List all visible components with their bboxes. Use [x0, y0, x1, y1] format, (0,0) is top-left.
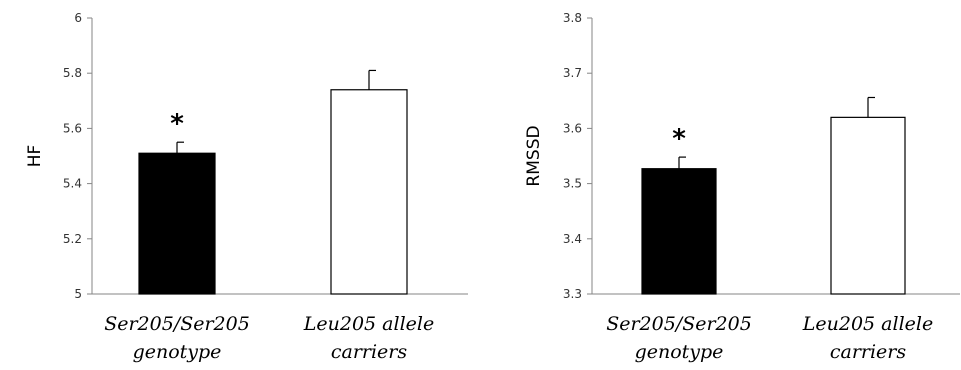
bar	[139, 153, 215, 294]
x-category-label: Ser205/Ser205	[104, 313, 250, 335]
y-tick-label: 5.6	[63, 121, 82, 135]
y-tick-label: 3.8	[563, 11, 582, 25]
y-tick-label: 5.8	[63, 66, 82, 80]
significance-star: *	[672, 124, 686, 154]
bar	[331, 90, 407, 294]
y-tick-label: 5	[74, 287, 82, 301]
y-tick-label: 5.2	[63, 232, 82, 246]
y-tick-label: 3.5	[563, 177, 582, 191]
x-category-label: Leu205 allele	[303, 313, 434, 335]
y-axis-title: RMSSD	[524, 125, 544, 186]
chart-panel-2: 3.3 3.4 3.5 3.6 3.7 3.8 RMSSD * Ser205/Ser205 gen…	[524, 11, 960, 363]
y-tick-label: 5.4	[63, 177, 82, 191]
x-category-label: carriers	[830, 341, 907, 363]
x-category-label: carriers	[331, 341, 408, 363]
y-tick-label: 6	[74, 11, 82, 25]
bar	[831, 117, 905, 294]
y-tick-label: 3.4	[563, 232, 582, 246]
significance-star: *	[170, 109, 184, 139]
chart-panel-1: 5 5.2 5.4 5.6 5.8 6 HF * Ser205/Ser205 genotype Le…	[25, 11, 468, 363]
y-axis-title: HF	[25, 145, 45, 168]
y-tick-label: 3.3	[563, 287, 582, 301]
x-category-label: genotype	[133, 341, 222, 363]
y-tick-label: 3.7	[563, 66, 582, 80]
bar	[642, 169, 716, 294]
y-tick-label: 3.6	[563, 121, 582, 135]
x-category-label: genotype	[635, 341, 724, 363]
x-category-label: Leu205 allele	[802, 313, 933, 335]
x-category-label: Ser205/Ser205	[606, 313, 752, 335]
